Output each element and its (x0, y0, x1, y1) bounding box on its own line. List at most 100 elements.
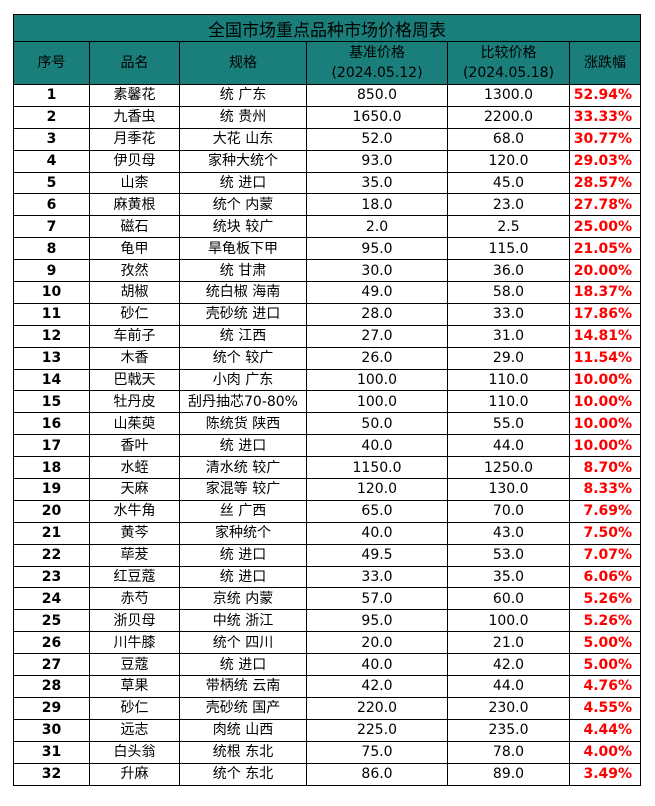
change-cell: 14.81% (568, 324, 642, 348)
name-cell: 月季花 (89, 127, 180, 151)
compare-price-cell: 89.0 (447, 762, 570, 786)
change-cell: 20.00% (568, 259, 642, 283)
table-row: 23 红豆蔻统 进口 33.0 35.0 6.06% (13, 565, 642, 589)
table-row: 12 车前子统 江西 27.0 31.0 14.81% (13, 324, 642, 348)
seq-cell: 8 (13, 237, 90, 261)
name-cell: 伊贝母 (89, 149, 180, 173)
header-compare-price: 比较价格 (2024.05.18) (447, 41, 570, 85)
compare-price-cell: 31.0 (447, 324, 570, 348)
table-row: 30 远志 肉统 山西 225.0 235.0 4.44% (13, 718, 642, 742)
seq-cell: 21 (13, 521, 90, 545)
spec-cell: 统 贵州 (179, 105, 307, 129)
seq-cell: 2 (13, 105, 90, 129)
compare-price-cell: 33.0 (447, 302, 570, 326)
base-price-cell: 57.0 (306, 587, 448, 611)
spec-cell: 统个 较广 (179, 346, 307, 370)
spec-cell: 统根 东北 (179, 740, 307, 764)
name-cell: 砂仁 (89, 696, 180, 720)
change-cell: 3.49% (568, 762, 642, 786)
name-cell: 赤芍 (89, 587, 180, 611)
change-cell: 30.77% (568, 127, 642, 151)
name-cell: 巴戟天 (89, 368, 180, 392)
compare-price-cell: 235.0 (447, 718, 570, 742)
spec-cell: 统个 内蒙 (179, 193, 307, 217)
change-cell: 7.07% (568, 543, 642, 567)
header-base-label: 基准价格 (349, 45, 405, 61)
table-row: 28 草果 带柄统 云南 42.0 44.0 4.76% (13, 675, 642, 698)
seq-cell: 24 (13, 587, 90, 611)
name-cell: 素馨花 (89, 84, 180, 107)
compare-price-cell: 35.0 (447, 565, 570, 589)
base-price-cell: 40.0 (306, 653, 448, 677)
seq-cell: 26 (13, 631, 90, 655)
seq-cell: 1 (13, 84, 90, 107)
change-cell: 52.94% (568, 84, 642, 107)
seq-cell: 32 (13, 762, 90, 786)
base-price-cell: 65.0 (306, 499, 448, 523)
base-price-cell: 20.0 (306, 631, 448, 655)
name-cell: 草果 (89, 675, 180, 698)
table-row: 22 荜茇统 进口 49.5 53.0 7.07% (13, 543, 642, 567)
base-price-cell: 1650.0 (306, 105, 448, 129)
base-price-cell: 40.0 (306, 434, 448, 458)
base-price-cell: 225.0 (306, 718, 448, 742)
base-price-cell: 27.0 (306, 324, 448, 348)
change-cell: 28.57% (568, 171, 642, 195)
compare-price-cell: 44.0 (447, 675, 570, 698)
change-cell: 27.78% (568, 193, 642, 217)
seq-cell: 23 (13, 565, 90, 589)
base-price-cell: 86.0 (306, 762, 448, 786)
name-cell: 升麻 (89, 762, 180, 786)
price-table: 全国市场重点品种市场价格周表 序号 品名 规格 基准价格 (2024.05.12… (12, 14, 642, 786)
base-price-cell: 75.0 (306, 740, 448, 764)
compare-price-cell: 110.0 (447, 368, 570, 392)
name-cell: 麻黄根 (89, 193, 180, 217)
base-price-cell: 93.0 (306, 149, 448, 173)
seq-cell: 13 (13, 346, 90, 370)
table-row: 10 胡椒 统白椒 海南 49.0 58.0 18.37% (13, 281, 642, 304)
seq-cell: 28 (13, 675, 90, 698)
seq-cell: 3 (13, 127, 90, 151)
change-cell: 4.55% (568, 696, 642, 720)
compare-price-cell: 45.0 (447, 171, 570, 195)
name-cell: 胡椒 (89, 281, 180, 304)
spec-cell: 统 江西 (179, 324, 307, 348)
change-cell: 5.00% (568, 653, 642, 677)
base-price-cell: 95.0 (306, 609, 448, 633)
table-row: 6 麻黄根 统个 内蒙 18.0 23.0 27.78% (13, 193, 642, 217)
table-row: 21 黄芩 家种统个 40.0 43.0 7.50% (13, 521, 642, 545)
spec-cell: 陈统货 陕西 (179, 412, 307, 436)
spec-cell: 统白椒 海南 (179, 281, 307, 304)
spec-cell: 家混等 较广 (179, 478, 307, 501)
spec-cell: 刮丹抽芯70-80% (179, 390, 307, 414)
base-price-cell: 40.0 (306, 521, 448, 545)
seq-cell: 18 (13, 456, 90, 480)
compare-price-cell: 120.0 (447, 149, 570, 173)
name-cell: 龟甲 (89, 237, 180, 261)
compare-price-cell: 2200.0 (447, 105, 570, 129)
table-body: 1 素馨花统 广东 850.0 1300.0 52.94% 2 九香虫统 贵州 1650.0 2… (13, 84, 642, 786)
header-compare-label: 比较价格 (480, 45, 537, 61)
base-price-cell: 50.0 (306, 412, 448, 436)
spec-cell: 肉统 山西 (179, 718, 307, 742)
name-cell: 川牛膝 (89, 631, 180, 655)
seq-cell: 4 (13, 149, 90, 173)
seq-cell: 15 (13, 390, 90, 414)
change-cell: 33.33% (568, 105, 642, 129)
compare-price-cell: 43.0 (447, 521, 570, 545)
base-price-cell: 26.0 (306, 346, 448, 370)
table-row: 8 龟甲 旱龟板下甲 95.0 115.0 21.05% (13, 237, 642, 261)
table-row: 1 素馨花统 广东 850.0 1300.0 52.94% (13, 84, 642, 107)
seq-cell: 30 (13, 718, 90, 742)
compare-price-cell: 58.0 (447, 281, 570, 304)
table-row: 27 豆蔻统 进口 40.0 42.0 5.00% (13, 653, 642, 677)
compare-price-cell: 230.0 (447, 696, 570, 720)
table-row: 9 孜然统 甘肃 30.0 36.0 20.00% (13, 259, 642, 283)
name-cell: 黄芩 (89, 521, 180, 545)
spec-cell: 统 进口 (179, 653, 307, 677)
header-base-date: (2024.05.12) (331, 65, 423, 81)
change-cell: 5.26% (568, 609, 642, 633)
compare-price-cell: 55.0 (447, 412, 570, 436)
compare-price-cell: 1250.0 (447, 456, 570, 480)
spec-cell: 大花 山东 (179, 127, 307, 151)
